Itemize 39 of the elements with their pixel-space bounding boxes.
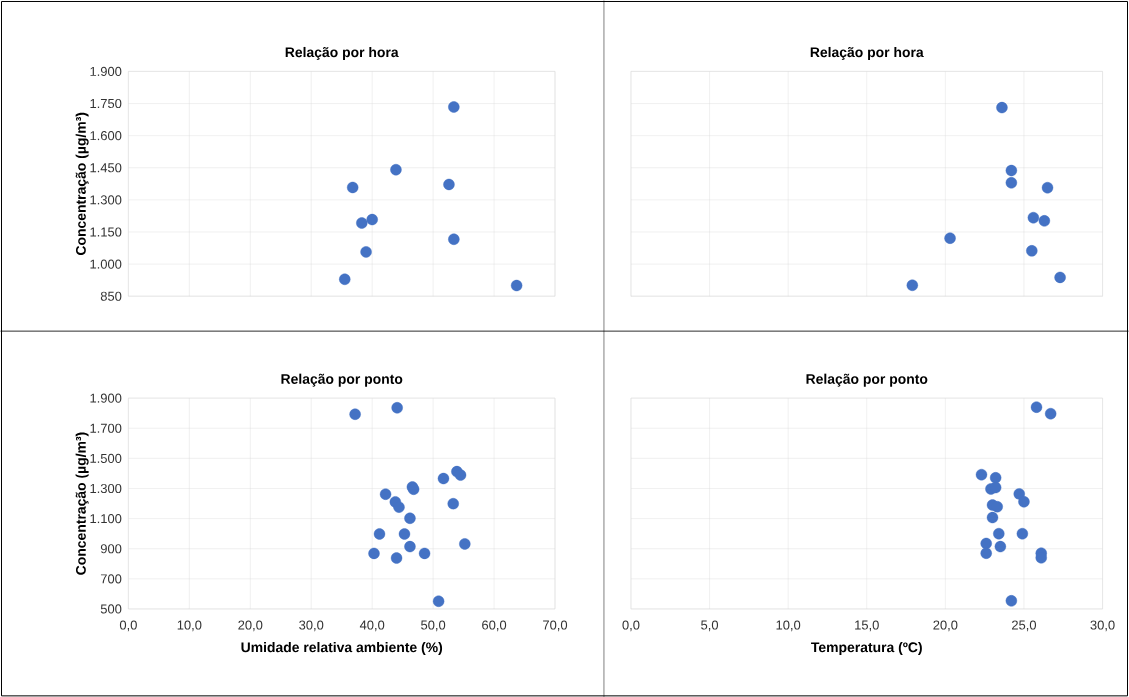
y-tick-label: 850 bbox=[100, 291, 122, 301]
y-axis-title: Concentração (µg/m³) bbox=[75, 112, 89, 255]
y-tick-label: 1.300 bbox=[90, 483, 122, 493]
y-tick-label: 1.900 bbox=[90, 66, 122, 76]
x-tick-label: 15,0 bbox=[855, 620, 879, 631]
x-tick-label: 10,0 bbox=[177, 620, 202, 631]
x-tick-label: 50,0 bbox=[421, 620, 446, 631]
y-tick-label: 1.000 bbox=[90, 259, 122, 269]
y-tick-label: 900 bbox=[100, 543, 122, 554]
x-tick-label: 30,0 bbox=[1090, 620, 1115, 631]
y-tick-label: 700 bbox=[100, 574, 122, 584]
chart-title: Relação por ponto bbox=[281, 373, 403, 387]
y-tick-label: 1.700 bbox=[90, 423, 122, 433]
chart-title: Relação por ponto bbox=[806, 373, 928, 387]
y-tick-label: 1.100 bbox=[90, 513, 122, 523]
y-axis-title: Concentração (µg/m³) bbox=[75, 432, 89, 575]
x-tick-label: 5,0 bbox=[701, 620, 719, 631]
x-tick-label: 60,0 bbox=[482, 620, 507, 631]
x-tick-label: 40,0 bbox=[359, 620, 385, 631]
x-tick-label: 30,0 bbox=[299, 620, 324, 631]
x-tick-label: 20,0 bbox=[238, 620, 263, 631]
x-tick-label: 25,0 bbox=[1012, 620, 1037, 631]
x-tick-label: 0,0 bbox=[119, 620, 137, 631]
x-axis-title: Temperatura (ºC) bbox=[811, 641, 922, 655]
y-tick-label: 1.300 bbox=[90, 195, 122, 205]
y-tick-label: 1.750 bbox=[90, 98, 122, 108]
y-tick-label: 1.150 bbox=[90, 227, 122, 237]
x-tick-label: 20,0 bbox=[933, 620, 958, 631]
x-axis-title: Umidade relativa ambiente (%) bbox=[241, 641, 443, 655]
x-tick-label: 10,0 bbox=[776, 620, 801, 631]
chart-title: Relação por hora bbox=[285, 46, 399, 60]
y-tick-label: 1.500 bbox=[90, 453, 122, 463]
y-tick-label: 1.900 bbox=[90, 393, 122, 403]
x-tick-label: 0,0 bbox=[622, 620, 640, 631]
x-tick-label: 70,0 bbox=[543, 620, 568, 631]
y-tick-label: 500 bbox=[100, 604, 122, 614]
y-tick-label: 1.450 bbox=[90, 162, 122, 173]
chart-title: Relação por hora bbox=[810, 46, 924, 60]
y-tick-label: 1.600 bbox=[90, 130, 122, 141]
